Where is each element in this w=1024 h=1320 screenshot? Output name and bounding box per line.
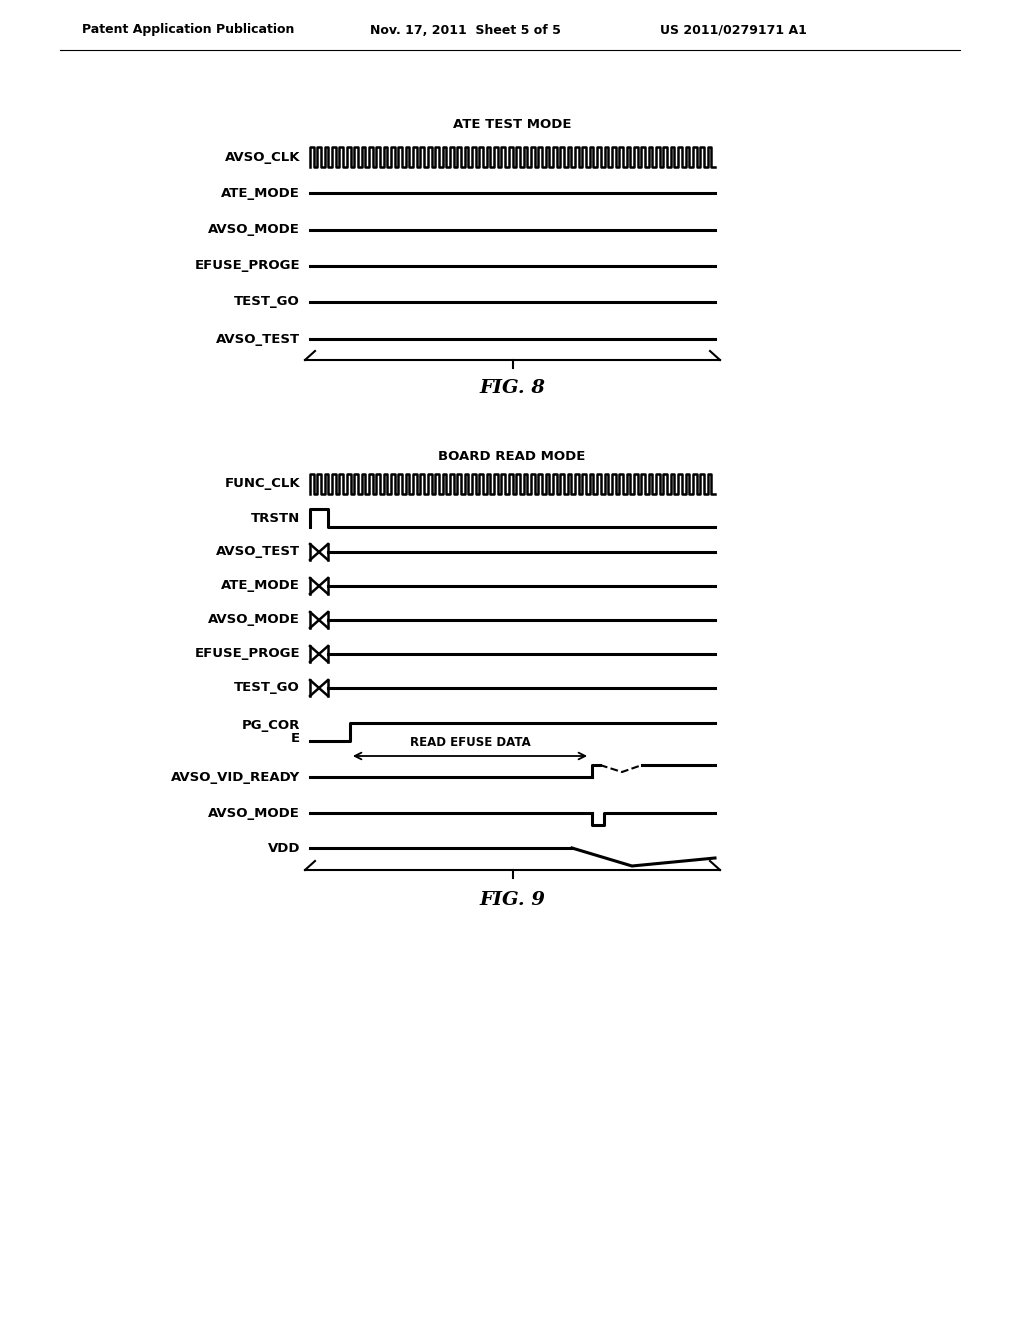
- Text: EFUSE_PROGE: EFUSE_PROGE: [195, 260, 300, 272]
- Text: TRSTN: TRSTN: [251, 511, 300, 524]
- Text: FIG. 9: FIG. 9: [479, 891, 545, 909]
- Text: AVSO_CLK: AVSO_CLK: [224, 150, 300, 164]
- Text: TEST_GO: TEST_GO: [234, 296, 300, 309]
- Text: ATE_MODE: ATE_MODE: [221, 186, 300, 199]
- Text: AVSO_VID_READY: AVSO_VID_READY: [171, 771, 300, 784]
- Text: AVSO_MODE: AVSO_MODE: [208, 614, 300, 627]
- Text: E: E: [291, 733, 300, 746]
- Text: ATE TEST MODE: ATE TEST MODE: [453, 119, 571, 132]
- Text: US 2011/0279171 A1: US 2011/0279171 A1: [660, 24, 807, 37]
- Text: AVSO_MODE: AVSO_MODE: [208, 223, 300, 236]
- Text: READ EFUSE DATA: READ EFUSE DATA: [410, 737, 530, 748]
- Text: AVSO_MODE: AVSO_MODE: [208, 807, 300, 820]
- Text: BOARD READ MODE: BOARD READ MODE: [438, 450, 586, 463]
- Text: EFUSE_PROGE: EFUSE_PROGE: [195, 648, 300, 660]
- Text: Nov. 17, 2011  Sheet 5 of 5: Nov. 17, 2011 Sheet 5 of 5: [370, 24, 561, 37]
- Text: PG_COR: PG_COR: [242, 718, 300, 731]
- Text: AVSO_TEST: AVSO_TEST: [216, 545, 300, 558]
- Text: AVSO_TEST: AVSO_TEST: [216, 333, 300, 346]
- Text: TEST_GO: TEST_GO: [234, 681, 300, 694]
- Text: ATE_MODE: ATE_MODE: [221, 579, 300, 593]
- Text: VDD: VDD: [267, 842, 300, 854]
- Text: Patent Application Publication: Patent Application Publication: [82, 24, 294, 37]
- Text: FUNC_CLK: FUNC_CLK: [224, 478, 300, 491]
- Text: FIG. 8: FIG. 8: [479, 379, 545, 397]
